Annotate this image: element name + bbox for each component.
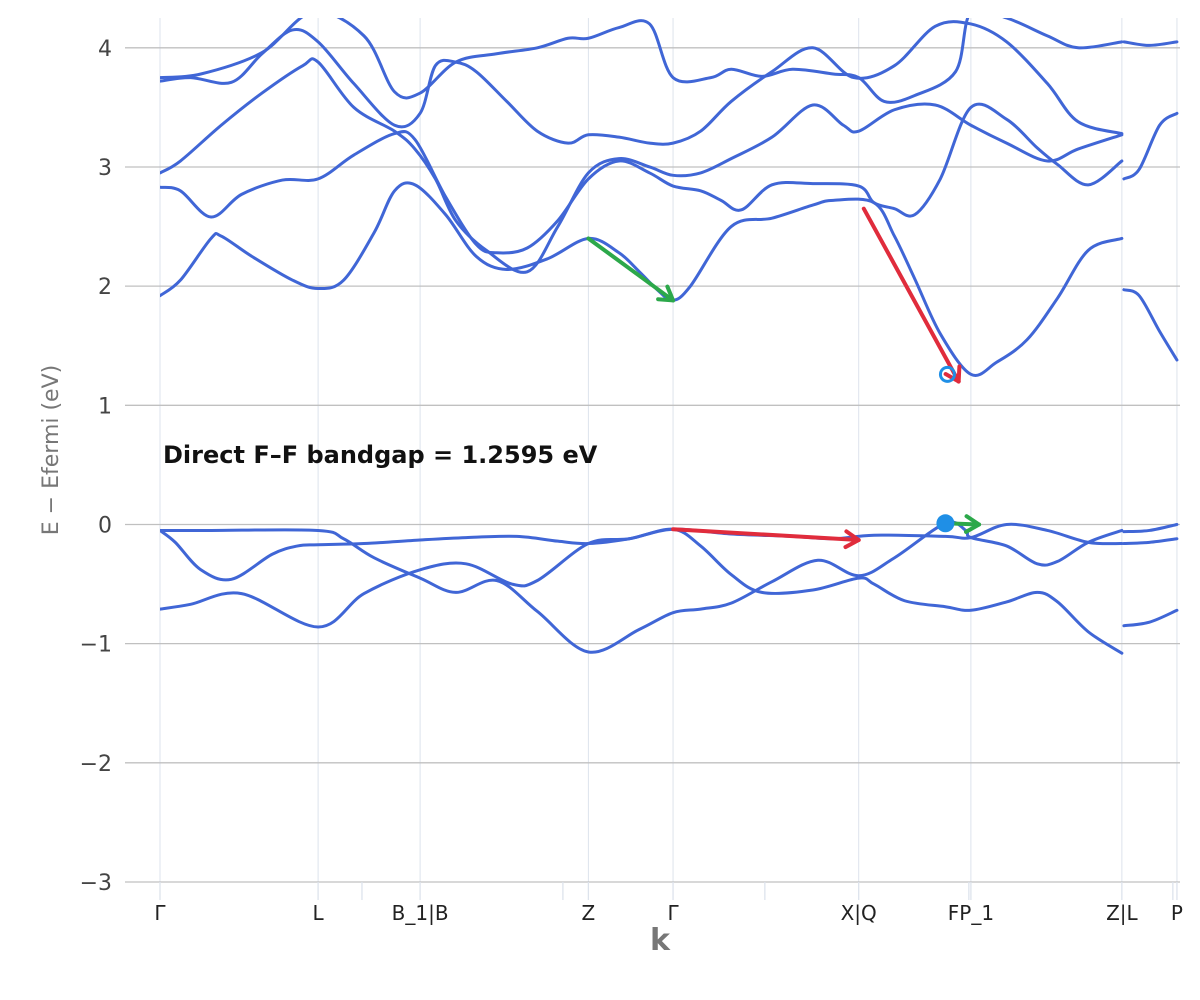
red-arrow-head <box>843 529 861 550</box>
band-line <box>160 20 1124 146</box>
markers-group <box>936 365 956 533</box>
x-axis-title: k <box>650 923 671 958</box>
band-line <box>160 522 1124 629</box>
green-arrow-head <box>964 514 982 534</box>
y-tick-label: −2 <box>80 752 112 777</box>
band-line <box>160 102 1124 255</box>
x-tick-label: X|Q <box>841 901 877 925</box>
band-line <box>1122 288 1179 362</box>
band-line <box>1122 537 1179 546</box>
red-arrow <box>861 206 961 384</box>
x-tick-label: P <box>1171 901 1183 925</box>
band-line <box>1122 522 1179 534</box>
band-line <box>160 57 1124 274</box>
band-line <box>1122 608 1179 628</box>
vbm-marker <box>936 514 955 533</box>
y-tick-label: −1 <box>80 633 112 658</box>
y-tick-label: 3 <box>98 156 112 181</box>
band-line <box>160 181 1124 377</box>
minor-gridlines <box>159 18 1178 882</box>
y-tick-label: 2 <box>98 275 112 300</box>
green-arrow-head <box>656 284 676 303</box>
x-tick-label: Z|L <box>1106 901 1138 925</box>
x-tick-label: Z <box>582 901 596 925</box>
y-tick-label: 0 <box>98 513 112 538</box>
x-tick-label: Γ <box>667 901 679 925</box>
y-tick-labels: −3 −2 −1 0 1 2 3 4 <box>80 37 112 896</box>
y-tick-label: 1 <box>98 394 112 419</box>
red-arrow-head <box>943 364 962 384</box>
x-tick-labels: Γ L B_1|B Z Γ X|Q FP_1 Z|L P <box>154 882 1183 925</box>
x-tick-label: B_1|B <box>392 901 449 925</box>
band-line <box>1122 40 1179 47</box>
band-line <box>160 527 1124 655</box>
y-axis-title: E − Efermi (eV) <box>39 365 64 535</box>
band-line <box>160 18 1124 104</box>
bands-group <box>160 18 1179 655</box>
arrows-group <box>586 206 982 550</box>
red-arrow <box>671 527 861 542</box>
green-arrow <box>586 236 676 303</box>
cbm-marker <box>938 365 956 383</box>
y-tick-label: −3 <box>80 871 112 896</box>
x-tick-label: L <box>313 901 325 925</box>
y-tick-label: 4 <box>98 37 112 62</box>
bandgap-annotation: Direct F–F bandgap = 1.2595 eV <box>163 441 598 469</box>
x-tick-label: FP_1 <box>948 901 994 925</box>
x-tick-label: Γ <box>154 901 166 925</box>
band-line <box>160 520 1124 654</box>
band-line <box>1122 111 1179 181</box>
